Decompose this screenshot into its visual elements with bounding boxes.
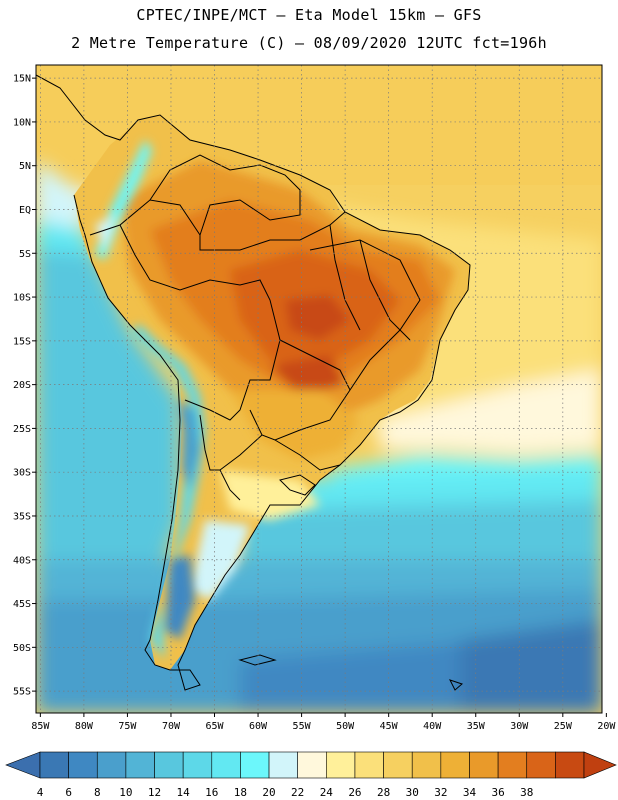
lon-tick-label: 40W [423, 721, 442, 732]
map-title-line-1: CPTEC/INPE/MCT – Eta Model 15km – GFS [136, 6, 482, 24]
lon-tick-label: 75W [118, 721, 137, 732]
colorbar-tick-label: 26 [348, 786, 361, 799]
longitude-axis: 85W 80W 75W 70W 65W 60W 55W 50W 45W 40W 35W 30W 25W 2… [31, 713, 616, 732]
colorbar-tick-label: 16 [205, 786, 218, 799]
lon-tick-label: 55W [293, 721, 312, 732]
colorbar-swatch [440, 751, 470, 779]
coastlines-and-borders [36, 74, 471, 691]
lon-tick-label: 85W [31, 721, 50, 732]
colorbar-tick-label: 4 [37, 786, 44, 799]
colorbar-swatch [68, 751, 98, 779]
map-frame [35, 64, 603, 714]
lon-tick-label: 45W [380, 721, 399, 732]
lat-tick-label: 35S [13, 511, 31, 522]
colorbar-swatch [354, 751, 384, 779]
colorbar-swatch [211, 751, 241, 779]
colorbar-swatch [411, 751, 442, 779]
lat-tick-label: 25S [13, 424, 31, 435]
lat-tick-label: 50S [13, 643, 31, 654]
lon-tick-label: 25W [554, 721, 573, 732]
colorbar-swatch [555, 751, 585, 779]
colorbar-tick-label: 8 [94, 786, 101, 799]
lat-tick-label: 10N [13, 117, 31, 128]
lat-tick-label: EQ [19, 205, 31, 216]
colorbar-tick-label: 38 [520, 786, 533, 799]
map-title-line-2: 2 Metre Temperature (C) – 08/09/2020 12U… [71, 34, 547, 52]
lat-tick-label: 40S [13, 555, 31, 566]
colorbar-swatch [383, 751, 413, 779]
lat-tick-label: 55S [13, 687, 31, 698]
colorbar-tick-label: 22 [291, 786, 304, 799]
colorbar-swatch [268, 751, 298, 779]
colorbar-tick-label: 6 [65, 786, 72, 799]
lat-tick-label: 15N [13, 74, 31, 85]
colorbar-swatch [497, 751, 528, 779]
lat-tick-label: 5S [19, 249, 31, 260]
lon-tick-label: 60W [249, 721, 268, 732]
colorbar-swatch [96, 751, 127, 779]
lon-tick-label: 30W [510, 721, 529, 732]
lon-tick-label: 80W [75, 721, 94, 732]
colorbar-swatch [125, 751, 155, 779]
lon-tick-label: 35W [467, 721, 486, 732]
lat-tick-label: 30S [13, 468, 31, 479]
colorbar-swatch [469, 751, 499, 779]
colorbar-tick-label: 24 [320, 786, 334, 799]
colorbar-swatch [240, 751, 270, 779]
lat-tick-label: 5N [19, 161, 31, 172]
colorbar-tick-label: 18 [234, 786, 247, 799]
colorbar-tick-label: 32 [434, 786, 447, 799]
lon-tick-label: 20W [597, 721, 616, 732]
colorbar-tick-label: 14 [177, 786, 191, 799]
colorbar-over-arrow [583, 751, 617, 779]
colorbar-swatch [526, 751, 556, 779]
lat-tick-label: 15S [13, 336, 31, 347]
map-plot-area [36, 65, 602, 713]
colorbar: 4 6 8 10 12 14 16 18 20 22 24 26 28 30 32 34 36 38 [5, 751, 617, 799]
lat-tick-label: 20S [13, 380, 31, 391]
colorbar-swatch [297, 751, 327, 779]
colorbar-tick-label: 28 [377, 786, 390, 799]
colorbar-swatch [182, 751, 213, 779]
colorbar-tick-label: 36 [491, 786, 504, 799]
colorbar-swatch [39, 751, 69, 779]
colorbar-tick-label: 34 [463, 786, 477, 799]
colorbar-swatch [154, 751, 184, 779]
lat-tick-label: 10S [13, 293, 31, 304]
colorbar-tick-label: 30 [406, 786, 419, 799]
lat-lon-grid [36, 65, 602, 713]
lat-tick-label: 45S [13, 599, 31, 610]
colorbar-swatch [326, 751, 356, 779]
latitude-axis: 15N 10N 5N EQ 5S 10S 15S 20S 25S 30S 35S 40S 45S 50S 5… [13, 74, 36, 698]
colorbar-tick-label: 12 [148, 786, 161, 799]
colorbar-tick-label: 10 [119, 786, 132, 799]
colorbar-tick-label: 20 [262, 786, 275, 799]
lon-tick-label: 65W [205, 721, 224, 732]
lon-tick-label: 70W [162, 721, 181, 732]
lon-tick-label: 50W [336, 721, 355, 732]
colorbar-under-arrow [5, 751, 41, 779]
